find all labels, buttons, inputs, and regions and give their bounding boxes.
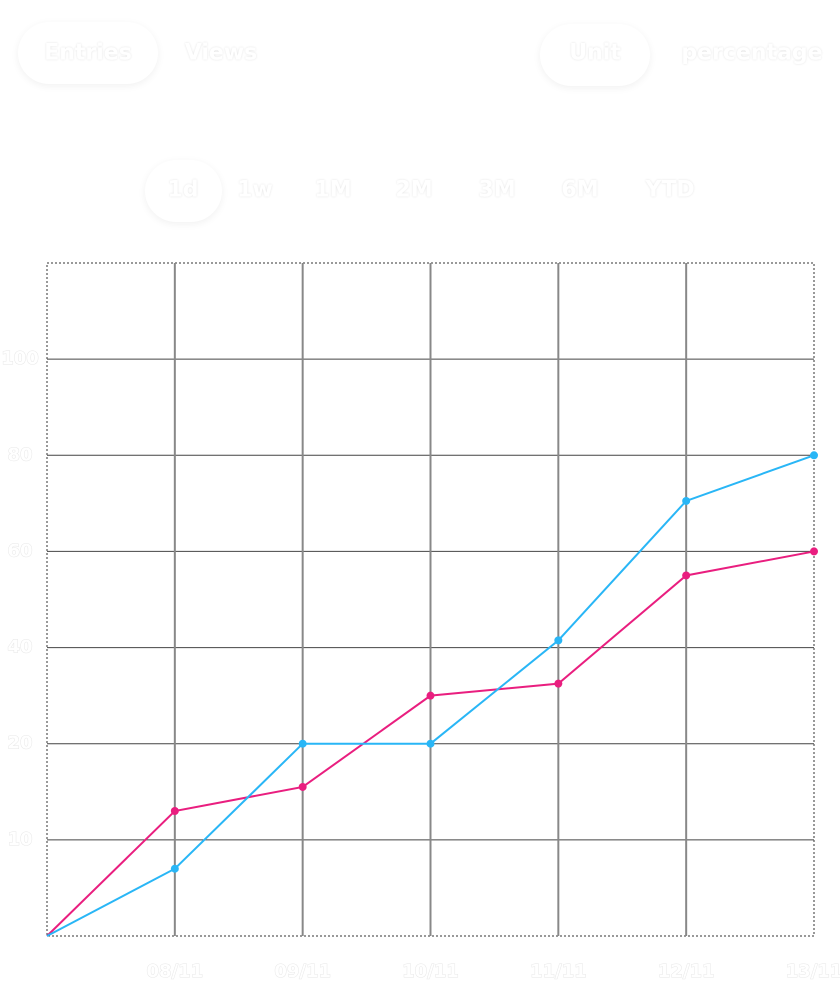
range-option[interactable]: 3M [478, 177, 516, 203]
y-tick-label: 10 [7, 829, 32, 850]
data-point [298, 739, 307, 748]
unit-label[interactable]: Unit [569, 40, 621, 66]
tab[interactable]: Entries [44, 40, 132, 66]
data-point [426, 739, 435, 748]
unit-value: percentage [681, 40, 823, 66]
range-option[interactable]: 1w [237, 177, 273, 203]
x-tick-label: 08/11 [146, 961, 203, 982]
x-tick-label: 10/11 [402, 961, 459, 982]
data-point [554, 679, 563, 688]
y-tick-label: 100 [1, 348, 39, 369]
x-tick-label: 12/11 [658, 961, 715, 982]
data-point [170, 864, 179, 873]
data-point [426, 691, 435, 700]
data-point [298, 782, 307, 791]
x-tick-label: 13/11 [786, 961, 840, 982]
range-option[interactable]: 1M [314, 177, 352, 203]
range-option[interactable]: 2M [395, 177, 433, 203]
data-point [810, 547, 818, 556]
x-tick-label: 09/11 [274, 961, 331, 982]
range-pill [145, 160, 222, 222]
x-tick-label: 11/11 [530, 961, 587, 982]
range-option[interactable]: YTD [645, 177, 695, 203]
data-point [170, 807, 179, 816]
data-point [810, 451, 818, 460]
data-point [682, 571, 691, 580]
unit-pill [540, 24, 650, 86]
tab[interactable]: Views [184, 40, 258, 66]
y-tick-label: 40 [7, 637, 32, 658]
y-tick-label: 80 [7, 444, 32, 465]
data-point [554, 636, 563, 645]
range-option[interactable]: 6M [561, 177, 599, 203]
tab-pill [18, 22, 158, 84]
data-point [682, 496, 691, 505]
y-tick-label: 60 [7, 540, 32, 561]
y-tick-label: 20 [7, 733, 32, 754]
range-option[interactable]: 1d [167, 177, 199, 203]
